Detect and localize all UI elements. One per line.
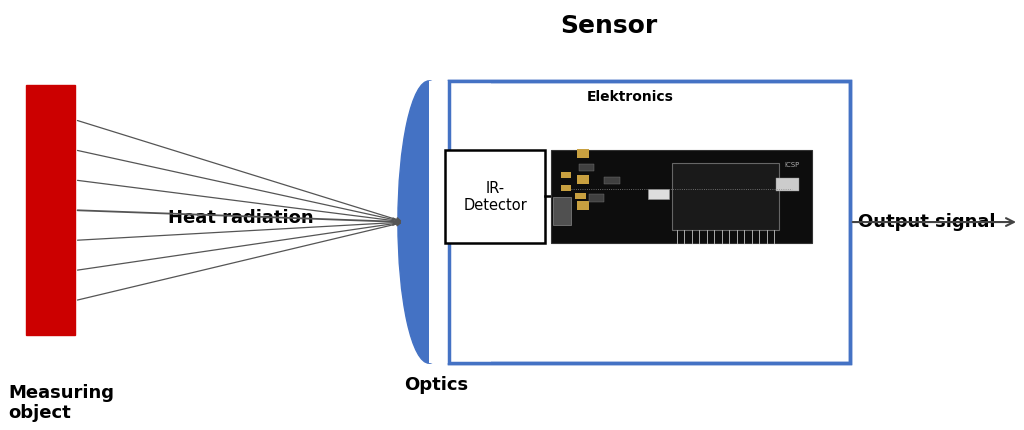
Text: Heat radiation: Heat radiation	[168, 208, 313, 226]
Bar	[26, 86, 75, 335]
Text: IR-
Detector: IR- Detector	[463, 181, 527, 213]
Text: Sensor: Sensor	[561, 14, 657, 38]
Ellipse shape	[398, 82, 460, 363]
Bar	[449, 82, 850, 363]
Bar	[561, 185, 571, 191]
Bar	[577, 201, 589, 211]
Bar	[551, 150, 812, 243]
Bar	[449, 82, 850, 363]
Bar	[577, 175, 589, 185]
Bar	[429, 82, 492, 363]
Text: Optics: Optics	[404, 375, 469, 393]
Bar	[579, 164, 594, 172]
Bar	[575, 194, 586, 200]
Text: Output signal: Output signal	[858, 212, 995, 230]
Text: Elektronics: Elektronics	[587, 90, 673, 104]
Bar	[672, 163, 779, 230]
Bar	[648, 189, 669, 200]
Text: ICSP: ICSP	[784, 161, 800, 167]
Bar	[604, 177, 620, 185]
Bar	[776, 178, 799, 191]
Bar	[589, 194, 604, 202]
Bar	[577, 150, 589, 159]
Bar	[553, 198, 571, 226]
Bar	[561, 172, 571, 178]
Bar	[445, 150, 545, 243]
Text: Measuring
object: Measuring object	[8, 383, 115, 421]
